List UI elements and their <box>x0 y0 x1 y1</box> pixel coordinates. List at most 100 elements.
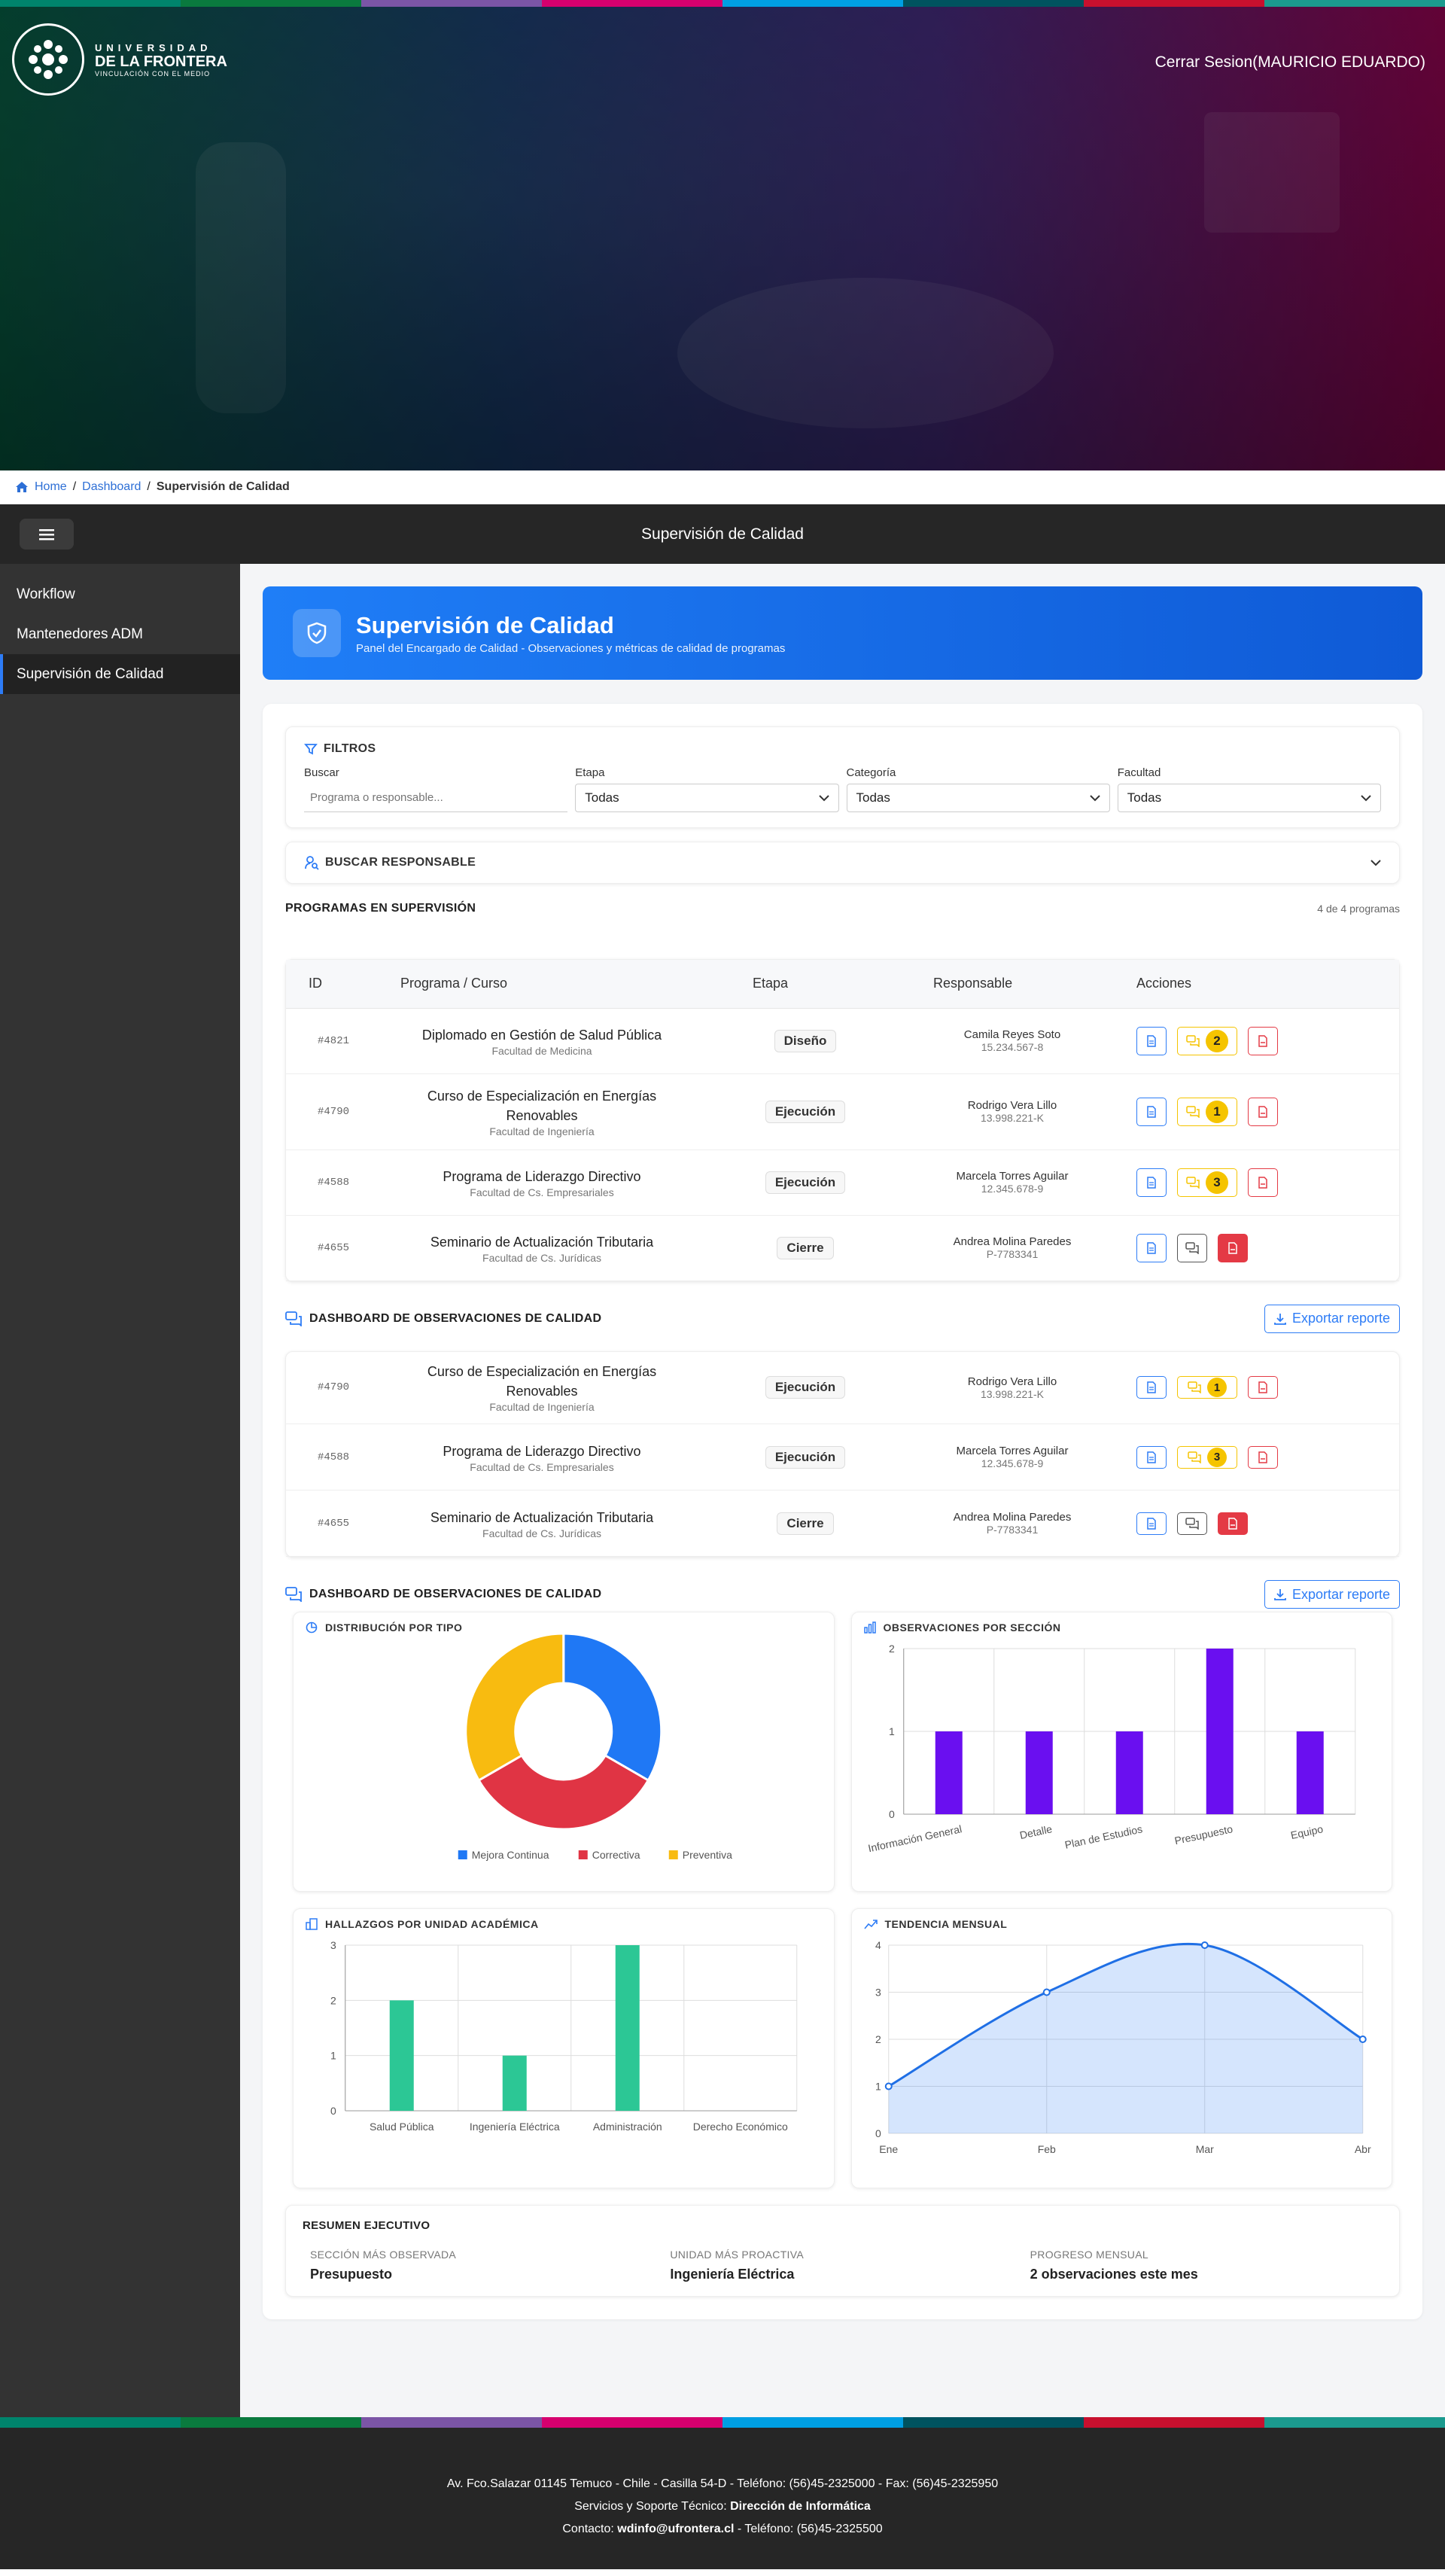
program-name[interactable]: Diplomado en Gestión de Salud Pública <box>421 1027 662 1043</box>
view-document-button[interactable] <box>1136 1512 1167 1535</box>
comments-icon <box>1186 1034 1200 1047</box>
observations-button[interactable]: 3 <box>1177 1168 1237 1197</box>
table-row[interactable]: #4821 Diplomado en Gestión de Salud Públi… <box>286 1008 1399 1074</box>
pdf-button[interactable] <box>1248 1026 1278 1055</box>
table-row[interactable]: #4790 Curso de Especialización en Energía… <box>286 1351 1399 1424</box>
footer-email[interactable]: wdinfo@ufrontera.cl <box>617 2523 735 2535</box>
table-row[interactable]: #4588 Programa de Liderazgo Directivo Facu… <box>286 1149 1399 1216</box>
pdf-button[interactable] <box>1248 1168 1278 1197</box>
series-line <box>887 1942 1364 2087</box>
comments-icon <box>1186 1105 1200 1118</box>
stage-badge: Cierre <box>777 1512 834 1535</box>
executive-summary: RESUMEN EJECUTIVO SECCIÓN MÁS OBSERVADA P… <box>285 2205 1400 2297</box>
observation-count: 3 <box>1207 1447 1227 1467</box>
table-row[interactable]: #4655 Seminario de Actualización Tributar… <box>286 1215 1399 1281</box>
breadcrumb: Home / Dashboard / Supervisión de Calida… <box>0 470 1445 504</box>
view-document-button[interactable] <box>1136 1376 1167 1399</box>
table-row[interactable]: #4588 Programa de Liderazgo Directivo Facu… <box>286 1423 1399 1490</box>
filter-icon <box>304 744 318 755</box>
breadcrumb-home[interactable]: Home <box>35 480 67 493</box>
summary-label-3: PROGRESO MENSUAL <box>1030 2249 1148 2261</box>
y-tick-label: 0 <box>888 1808 894 1820</box>
menu-toggle-button[interactable] <box>20 519 74 550</box>
sidebar-item-supervision[interactable]: Supervisión de Calidad <box>0 654 240 694</box>
bar-chart-sections: 0 1 2 Información General Detalle Plan de Est… <box>866 1643 1355 1854</box>
stripe-segment <box>181 2417 361 2428</box>
program-id: #4655 <box>286 1490 391 1557</box>
chevron-down-icon[interactable] <box>1370 859 1381 866</box>
building-chart-icon <box>306 1918 318 1930</box>
view-document-button[interactable] <box>1136 1026 1167 1055</box>
logout-link[interactable]: Cerrar Sesion(MAURICIO EDUARDO) <box>1154 53 1425 71</box>
program-name[interactable]: Seminario de Actualización Tributaria <box>430 1509 654 1525</box>
buscar-label: Buscar <box>304 766 339 779</box>
facultad-select[interactable]: Todas <box>1117 784 1381 812</box>
col-programa: Programa / Curso <box>391 960 692 1009</box>
program-name[interactable]: Curso de Especialización en Energías Ren… <box>427 1364 657 1399</box>
programs-title: PROGRAMAS EN SUPERVISIÓN <box>285 902 476 915</box>
program-name[interactable]: Programa de Liderazgo Directivo <box>443 1168 641 1184</box>
dashboard-title-2: DASHBOARD DE OBSERVACIONES DE CALIDAD <box>309 1588 602 1600</box>
y-tick-label: 0 <box>875 2127 881 2139</box>
program-name[interactable]: Seminario de Actualización Tributaria <box>430 1234 654 1250</box>
page-subtitle: Panel del Encargado de Calidad - Observa… <box>356 641 786 655</box>
pdf-icon <box>1258 1451 1267 1463</box>
view-document-button[interactable] <box>1136 1445 1167 1469</box>
view-document-button[interactable] <box>1136 1097 1167 1126</box>
responsible-rut: P-7783341 <box>986 1248 1039 1260</box>
user-search-icon <box>305 856 319 870</box>
view-document-button[interactable] <box>1136 1168 1167 1197</box>
program-id: #4588 <box>286 1423 391 1490</box>
program-name[interactable]: Programa de Liderazgo Directivo <box>443 1443 641 1459</box>
stripe-segment <box>722 2417 903 2428</box>
stage-badge: Ejecución <box>765 1376 846 1399</box>
view-document-button[interactable] <box>1136 1233 1167 1262</box>
comments-icon <box>1188 1381 1201 1394</box>
export-report-button-2[interactable]: Exportar reporte <box>1264 1580 1400 1609</box>
observations-button[interactable] <box>1177 1233 1207 1262</box>
bar <box>935 1731 963 1814</box>
observations-button[interactable]: 1 <box>1177 1376 1237 1399</box>
pdf-icon <box>1258 1381 1267 1393</box>
export-report-button-1[interactable]: Exportar reporte <box>1264 1304 1400 1333</box>
bar-chart-units-card: HALLAZGOS POR UNIDAD ACADÉMICA 0 1 2 3 Salud… <box>293 1908 835 2188</box>
content-panel: FILTROS Buscar Etapa Todas Categoría Tod… <box>263 704 1422 2319</box>
logo-text-3: VINCULACIÓN CON EL MEDIO <box>95 69 211 78</box>
document-icon <box>1147 1451 1156 1463</box>
responsible-rut: P-7783341 <box>986 1524 1039 1536</box>
observations-button[interactable]: 2 <box>1177 1026 1237 1055</box>
pdf-icon <box>1228 1517 1237 1530</box>
observations-button[interactable] <box>1177 1512 1207 1535</box>
pie-slice <box>477 1753 650 1831</box>
observations-button[interactable]: 1 <box>1177 1097 1237 1126</box>
pdf-button[interactable] <box>1218 1233 1248 1262</box>
sidebar-item-workflow[interactable]: Workflow <box>17 586 75 602</box>
etapa-select[interactable]: Todas <box>575 784 839 812</box>
table-row[interactable]: #4790 Curso de Especialización en Energía… <box>286 1073 1399 1150</box>
breadcrumb-dashboard[interactable]: Dashboard <box>82 480 141 493</box>
document-icon <box>1147 1176 1156 1189</box>
y-tick-label: 2 <box>330 1994 336 2006</box>
stripe-segment <box>0 2417 181 2428</box>
filters-title: FILTROS <box>324 742 376 755</box>
pdf-icon <box>1228 1241 1237 1254</box>
program-name[interactable]: Curso de Especialización en Energías Ren… <box>427 1088 657 1123</box>
pdf-button[interactable] <box>1248 1097 1278 1126</box>
legend-label: Mejora Continua <box>472 1849 549 1861</box>
observations-table: #4790 Curso de Especialización en Energía… <box>286 1351 1399 1557</box>
pdf-button[interactable] <box>1248 1376 1278 1399</box>
table-row[interactable]: #4655 Seminario de Actualización Tributar… <box>286 1490 1399 1557</box>
top-color-stripe <box>0 0 1445 7</box>
search-responsible-panel[interactable]: BUSCAR RESPONSABLE <box>285 842 1400 884</box>
categoria-select[interactable]: Todas <box>846 784 1110 812</box>
footer-support-link[interactable]: Dirección de Informática <box>730 2500 871 2513</box>
pdf-button[interactable] <box>1218 1512 1248 1535</box>
pdf-button[interactable] <box>1248 1445 1278 1469</box>
search-input[interactable] <box>304 784 568 812</box>
y-tick-label: 2 <box>875 2033 881 2045</box>
sidebar-item-mantenedores[interactable]: Mantenedores ADM <box>17 626 143 642</box>
x-tick-label: Detalle <box>1018 1822 1053 1841</box>
home-icon[interactable] <box>15 481 29 493</box>
observations-button[interactable]: 3 <box>1177 1445 1237 1469</box>
university-logo[interactable]: UNIVERSIDAD DE LA FRONTERA VINCULACIÓN C… <box>12 23 227 96</box>
